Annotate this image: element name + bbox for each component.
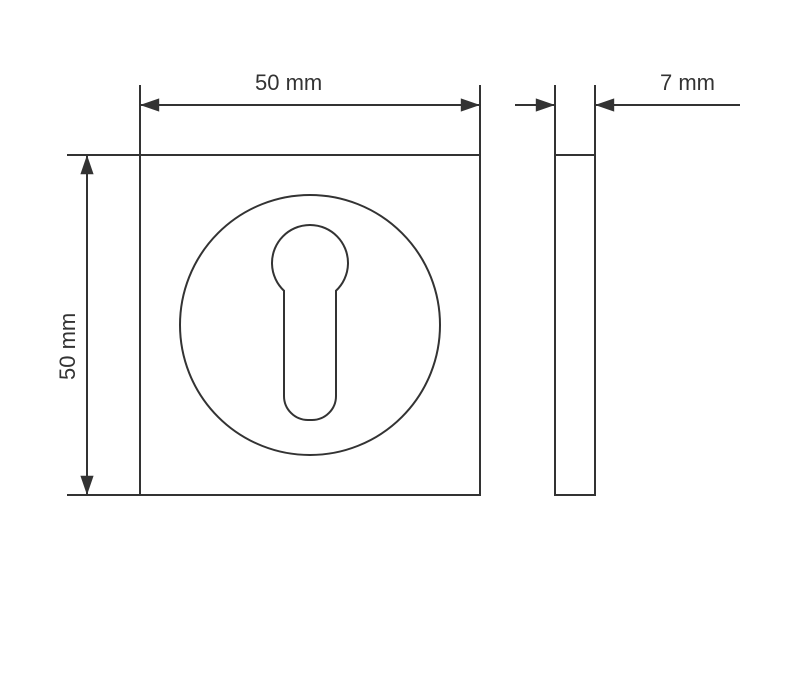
dim-thickness-label: 7 mm — [660, 70, 715, 96]
keyhole-outline — [272, 225, 348, 420]
arrowhead — [140, 98, 159, 111]
technical-drawing — [0, 0, 800, 700]
dim-width-label: 50 mm — [255, 70, 322, 96]
arrowhead — [80, 476, 93, 495]
front-view-circle — [180, 195, 440, 455]
arrowhead — [461, 98, 480, 111]
arrowhead — [595, 98, 614, 111]
dim-height-label: 50 mm — [55, 313, 81, 380]
arrowhead — [536, 98, 555, 111]
arrowhead — [80, 155, 93, 174]
front-view-square — [140, 155, 480, 495]
side-view-rect — [555, 155, 595, 495]
